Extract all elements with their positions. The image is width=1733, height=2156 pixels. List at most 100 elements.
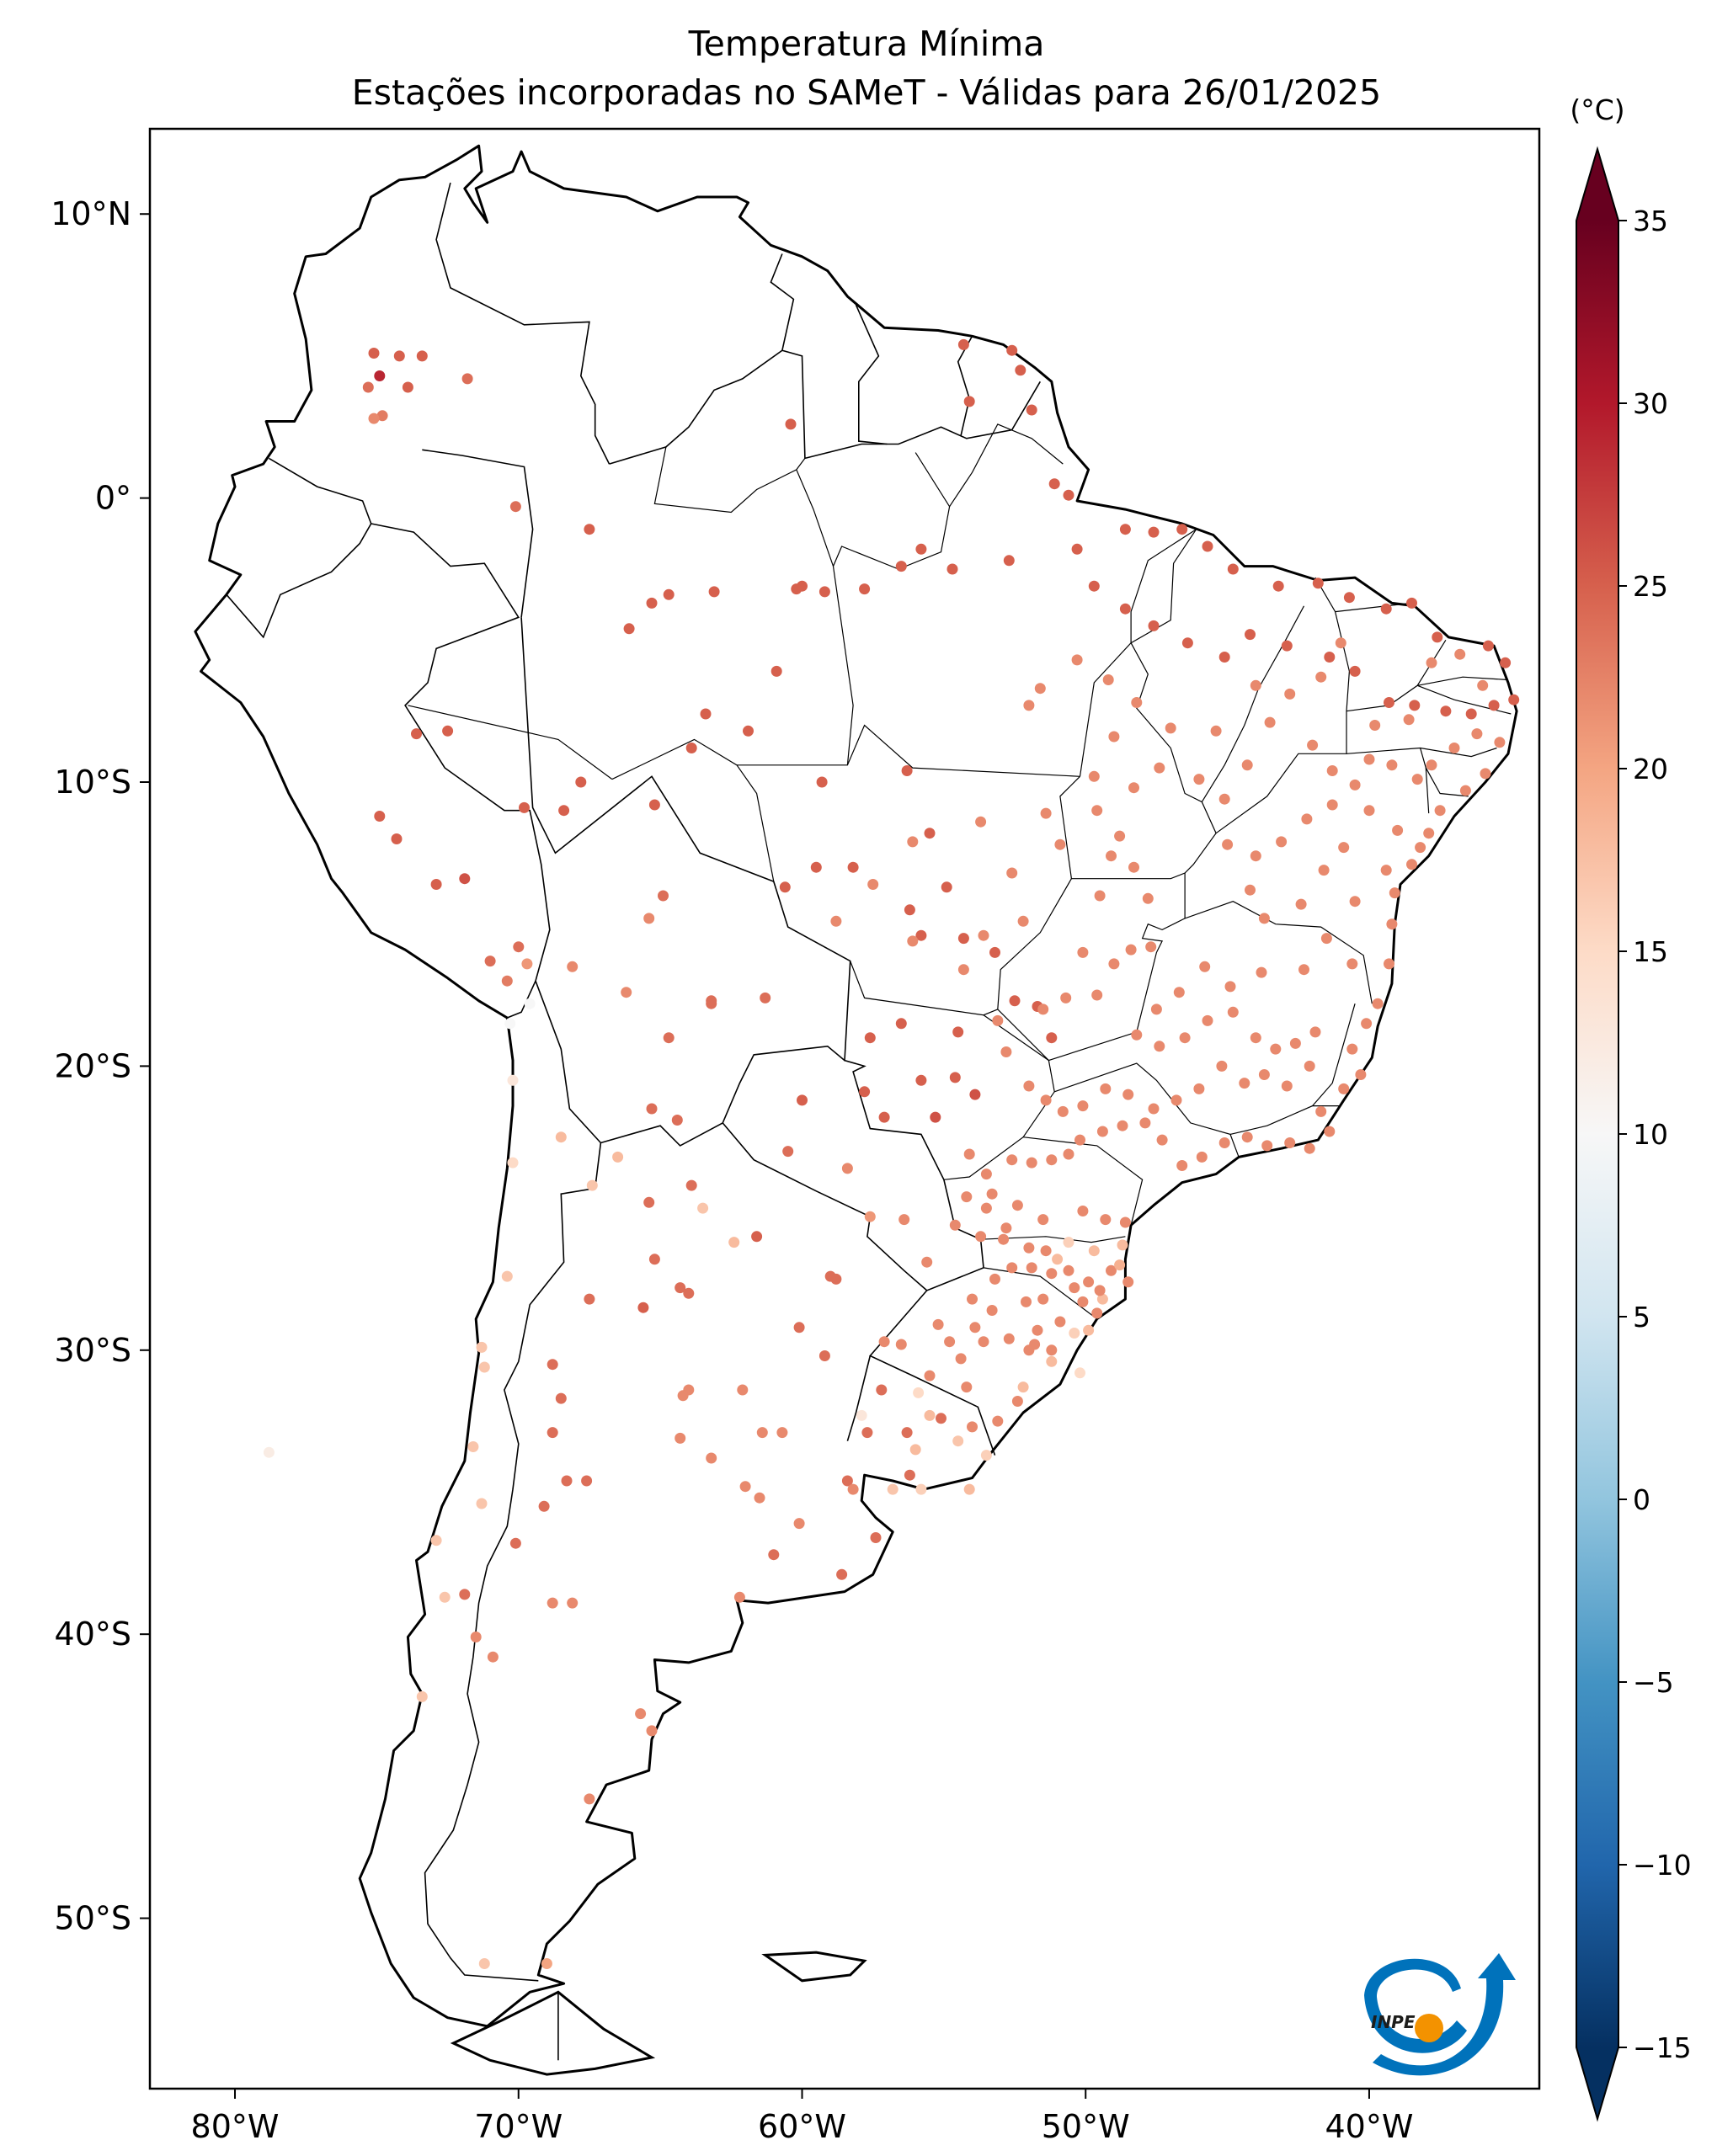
station-marker[interactable] (1304, 1142, 1315, 1154)
station-marker[interactable] (836, 1568, 848, 1580)
station-marker[interactable] (904, 1469, 915, 1481)
station-marker[interactable] (1006, 344, 1018, 356)
station-marker[interactable] (524, 998, 536, 1009)
station-marker[interactable] (416, 350, 428, 362)
station-marker[interactable] (635, 1708, 647, 1720)
station-marker[interactable] (1372, 998, 1384, 1009)
station-marker[interactable] (1409, 700, 1421, 711)
station-marker[interactable] (1119, 1216, 1131, 1228)
station-marker[interactable] (895, 561, 907, 572)
station-marker[interactable] (791, 583, 803, 595)
station-marker[interactable] (907, 836, 919, 848)
station-marker[interactable] (671, 1115, 683, 1126)
station-marker[interactable] (728, 1237, 740, 1248)
station-marker[interactable] (901, 1427, 913, 1439)
station-marker[interactable] (1023, 1344, 1035, 1356)
station-marker[interactable] (1023, 1080, 1035, 1092)
station-marker[interactable] (1465, 708, 1477, 720)
station-marker[interactable] (1054, 1316, 1066, 1328)
station-marker[interactable] (459, 873, 471, 885)
station-marker[interactable] (1071, 654, 1083, 666)
station-marker[interactable] (998, 1233, 1010, 1245)
station-marker[interactable] (936, 1413, 946, 1424)
station-marker[interactable] (1218, 793, 1230, 805)
station-marker[interactable] (430, 879, 442, 890)
station-marker[interactable] (1037, 1214, 1049, 1226)
station-marker[interactable] (1009, 995, 1021, 1007)
station-marker[interactable] (1096, 1126, 1108, 1137)
station-marker[interactable] (1440, 705, 1452, 717)
station-marker[interactable] (1048, 478, 1060, 490)
station-marker[interactable] (1384, 697, 1394, 708)
station-marker[interactable] (1216, 1060, 1228, 1072)
station-marker[interactable] (575, 776, 587, 788)
station-marker[interactable] (878, 1111, 890, 1123)
station-marker[interactable] (739, 1481, 751, 1493)
station-marker[interactable] (1196, 1151, 1208, 1163)
station-marker[interactable] (957, 964, 969, 976)
station-marker[interactable] (756, 1427, 768, 1439)
station-marker[interactable] (1150, 1003, 1162, 1015)
station-marker[interactable] (754, 1492, 765, 1504)
station-marker[interactable] (1173, 987, 1185, 998)
station-marker[interactable] (1088, 580, 1100, 592)
station-marker[interactable] (1077, 1206, 1089, 1216)
station-marker[interactable] (1426, 657, 1437, 668)
station-marker[interactable] (1343, 592, 1355, 604)
station-marker[interactable] (1480, 768, 1491, 780)
station-marker[interactable] (901, 765, 913, 776)
station-marker[interactable] (1145, 941, 1157, 953)
station-marker[interactable] (1298, 964, 1309, 976)
station-marker[interactable] (1281, 640, 1293, 652)
station-marker[interactable] (859, 583, 871, 595)
station-marker[interactable] (706, 1452, 717, 1464)
station-marker[interactable] (646, 1725, 658, 1737)
station-marker[interactable] (541, 1958, 552, 1969)
station-marker[interactable] (768, 1549, 780, 1561)
station-marker[interactable] (1046, 1355, 1058, 1367)
station-marker[interactable] (1199, 961, 1211, 972)
station-marker[interactable] (1077, 1100, 1089, 1112)
station-marker[interactable] (476, 1498, 488, 1509)
station-marker[interactable] (1224, 981, 1236, 993)
station-marker[interactable] (1494, 737, 1506, 748)
station-marker[interactable] (646, 1103, 658, 1115)
station-marker[interactable] (978, 929, 989, 941)
station-marker[interactable] (1142, 892, 1154, 904)
station-marker[interactable] (924, 828, 936, 839)
station-marker[interactable] (1264, 716, 1276, 728)
station-marker[interactable] (1131, 697, 1143, 708)
station-marker[interactable] (1071, 543, 1083, 555)
station-marker[interactable] (819, 1350, 830, 1361)
station-marker[interactable] (1023, 1242, 1035, 1254)
station-marker[interactable] (1003, 1333, 1015, 1344)
station-marker[interactable] (683, 1287, 695, 1299)
station-marker[interactable] (1156, 1134, 1168, 1146)
station-marker[interactable] (581, 1475, 593, 1487)
station-marker[interactable] (504, 1018, 516, 1030)
station-marker[interactable] (1256, 966, 1267, 978)
station-marker[interactable] (1083, 1324, 1095, 1336)
station-marker[interactable] (1003, 555, 1015, 567)
station-marker[interactable] (952, 1435, 964, 1447)
station-marker[interactable] (1471, 728, 1483, 740)
station-marker[interactable] (1245, 884, 1256, 896)
station-marker[interactable] (1052, 1254, 1064, 1265)
station-marker[interactable] (1241, 1131, 1253, 1143)
station-marker[interactable] (1040, 1094, 1052, 1106)
station-marker[interactable] (1315, 1105, 1327, 1117)
station-marker[interactable] (584, 1793, 595, 1805)
station-marker[interactable] (1384, 958, 1394, 970)
station-marker[interactable] (1026, 1157, 1037, 1168)
station-marker[interactable] (859, 1086, 871, 1098)
station-marker[interactable] (733, 1591, 745, 1603)
station-marker[interactable] (1406, 597, 1417, 609)
station-marker[interactable] (558, 805, 570, 817)
station-marker[interactable] (1026, 1262, 1037, 1274)
station-marker[interactable] (1361, 1018, 1373, 1030)
station-marker[interactable] (1386, 918, 1398, 930)
station-marker[interactable] (1245, 629, 1256, 641)
station-marker[interactable] (1434, 805, 1446, 817)
station-marker[interactable] (1060, 992, 1072, 1003)
station-marker[interactable] (856, 1409, 867, 1421)
